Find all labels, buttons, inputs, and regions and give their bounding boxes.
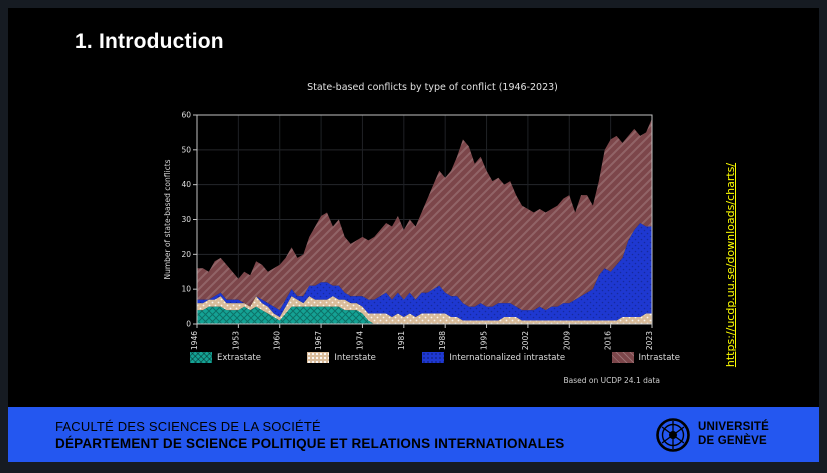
conflicts-chart: State-based conflicts by type of conflic… (160, 76, 705, 402)
x-tick-label: 2002 (521, 331, 530, 350)
y-tick-label: 20 (181, 250, 191, 259)
y-tick-label: 50 (181, 145, 191, 154)
legend-swatch (422, 352, 445, 363)
x-tick-label: 1995 (480, 331, 489, 350)
footer-text: FACULTÉ DES SCIENCES DE LA SOCIÉTÉ DÉPAR… (55, 419, 564, 451)
slide-title: 1. Introduction (75, 30, 224, 53)
department-name: DÉPARTEMENT DE SCIENCE POLITIQUE ET RELA… (55, 435, 565, 451)
x-tick-label: 1967 (314, 331, 323, 350)
legend-label: Extrastate (217, 352, 261, 363)
x-tick-label: 1953 (231, 331, 240, 350)
area-intrastate (197, 118, 652, 311)
chart-title: State-based conflicts by type of conflic… (307, 82, 558, 93)
legend-swatch (190, 352, 212, 363)
unige-seal-icon (656, 417, 690, 452)
area-extrastate (197, 306, 652, 324)
faculty-name: FACULTÉ DES SCIENCES DE LA SOCIÉTÉ (55, 418, 321, 434)
presentation-slide: 1. Introduction State-based conflicts by… (8, 8, 819, 462)
y-axis-label: Number of state-based conflicts (163, 159, 172, 279)
area-interstate (197, 296, 652, 324)
university-logo-line1: UNIVERSITÉ (697, 421, 769, 434)
legend-label: Internationalized intrastate (449, 352, 566, 363)
ucdp-download-link[interactable]: https://ucdp.uu.se/downloads/charts/ (724, 162, 737, 368)
chart-legend: Extrastate Interstate Internationalized in… (190, 352, 680, 363)
y-tick-label: 40 (181, 180, 191, 189)
legend-label: Interstate (334, 352, 376, 363)
area-internationalized-intrastate (197, 222, 652, 321)
y-tick-label: 60 (181, 111, 191, 120)
y-tick-label: 10 (181, 285, 191, 294)
x-tick-label: 2023 (645, 331, 654, 350)
legend-item-interstate: Interstate (307, 352, 376, 363)
x-tick-label: 1981 (397, 331, 406, 350)
ucdp-download-link-container: https://ucdp.uu.se/downloads/charts/ (721, 157, 737, 373)
legend-item-extrastate: Extrastate (190, 352, 261, 363)
x-tick-label: 2016 (604, 331, 613, 350)
university-logo: UNIVERSITÉ DE GENÈVE (655, 417, 769, 453)
legend-item-intrastate: Intrastate (611, 352, 680, 363)
x-tick-label: 1974 (355, 331, 364, 350)
y-tick-label: 0 (186, 320, 191, 329)
y-tick-label: 30 (181, 215, 191, 224)
legend-swatch (307, 352, 330, 363)
x-tick-label: 2009 (562, 331, 571, 350)
legend-item-internationalized-intrastate: Internationalized intrastate (422, 352, 565, 363)
x-tick-label: 1946 (190, 331, 199, 350)
university-logo-line2: DE GENÈVE (697, 434, 767, 447)
legend-label: Intrastate (638, 352, 680, 363)
footer-banner: FACULTÉ DES SCIENCES DE LA SOCIÉTÉ DÉPAR… (8, 407, 819, 462)
x-tick-label: 1960 (273, 331, 282, 350)
university-logo-text: UNIVERSITÉ DE GENÈVE (698, 421, 769, 447)
legend-swatch (611, 352, 634, 363)
chart-source-note: Based on UCDP 24.1 data (563, 376, 660, 385)
stacked-area-plot: 0 10 20 30 40 50 60 1946 1953 1960 1967 1974 1981 198… (163, 111, 654, 351)
x-tick-label: 1988 (438, 331, 447, 350)
